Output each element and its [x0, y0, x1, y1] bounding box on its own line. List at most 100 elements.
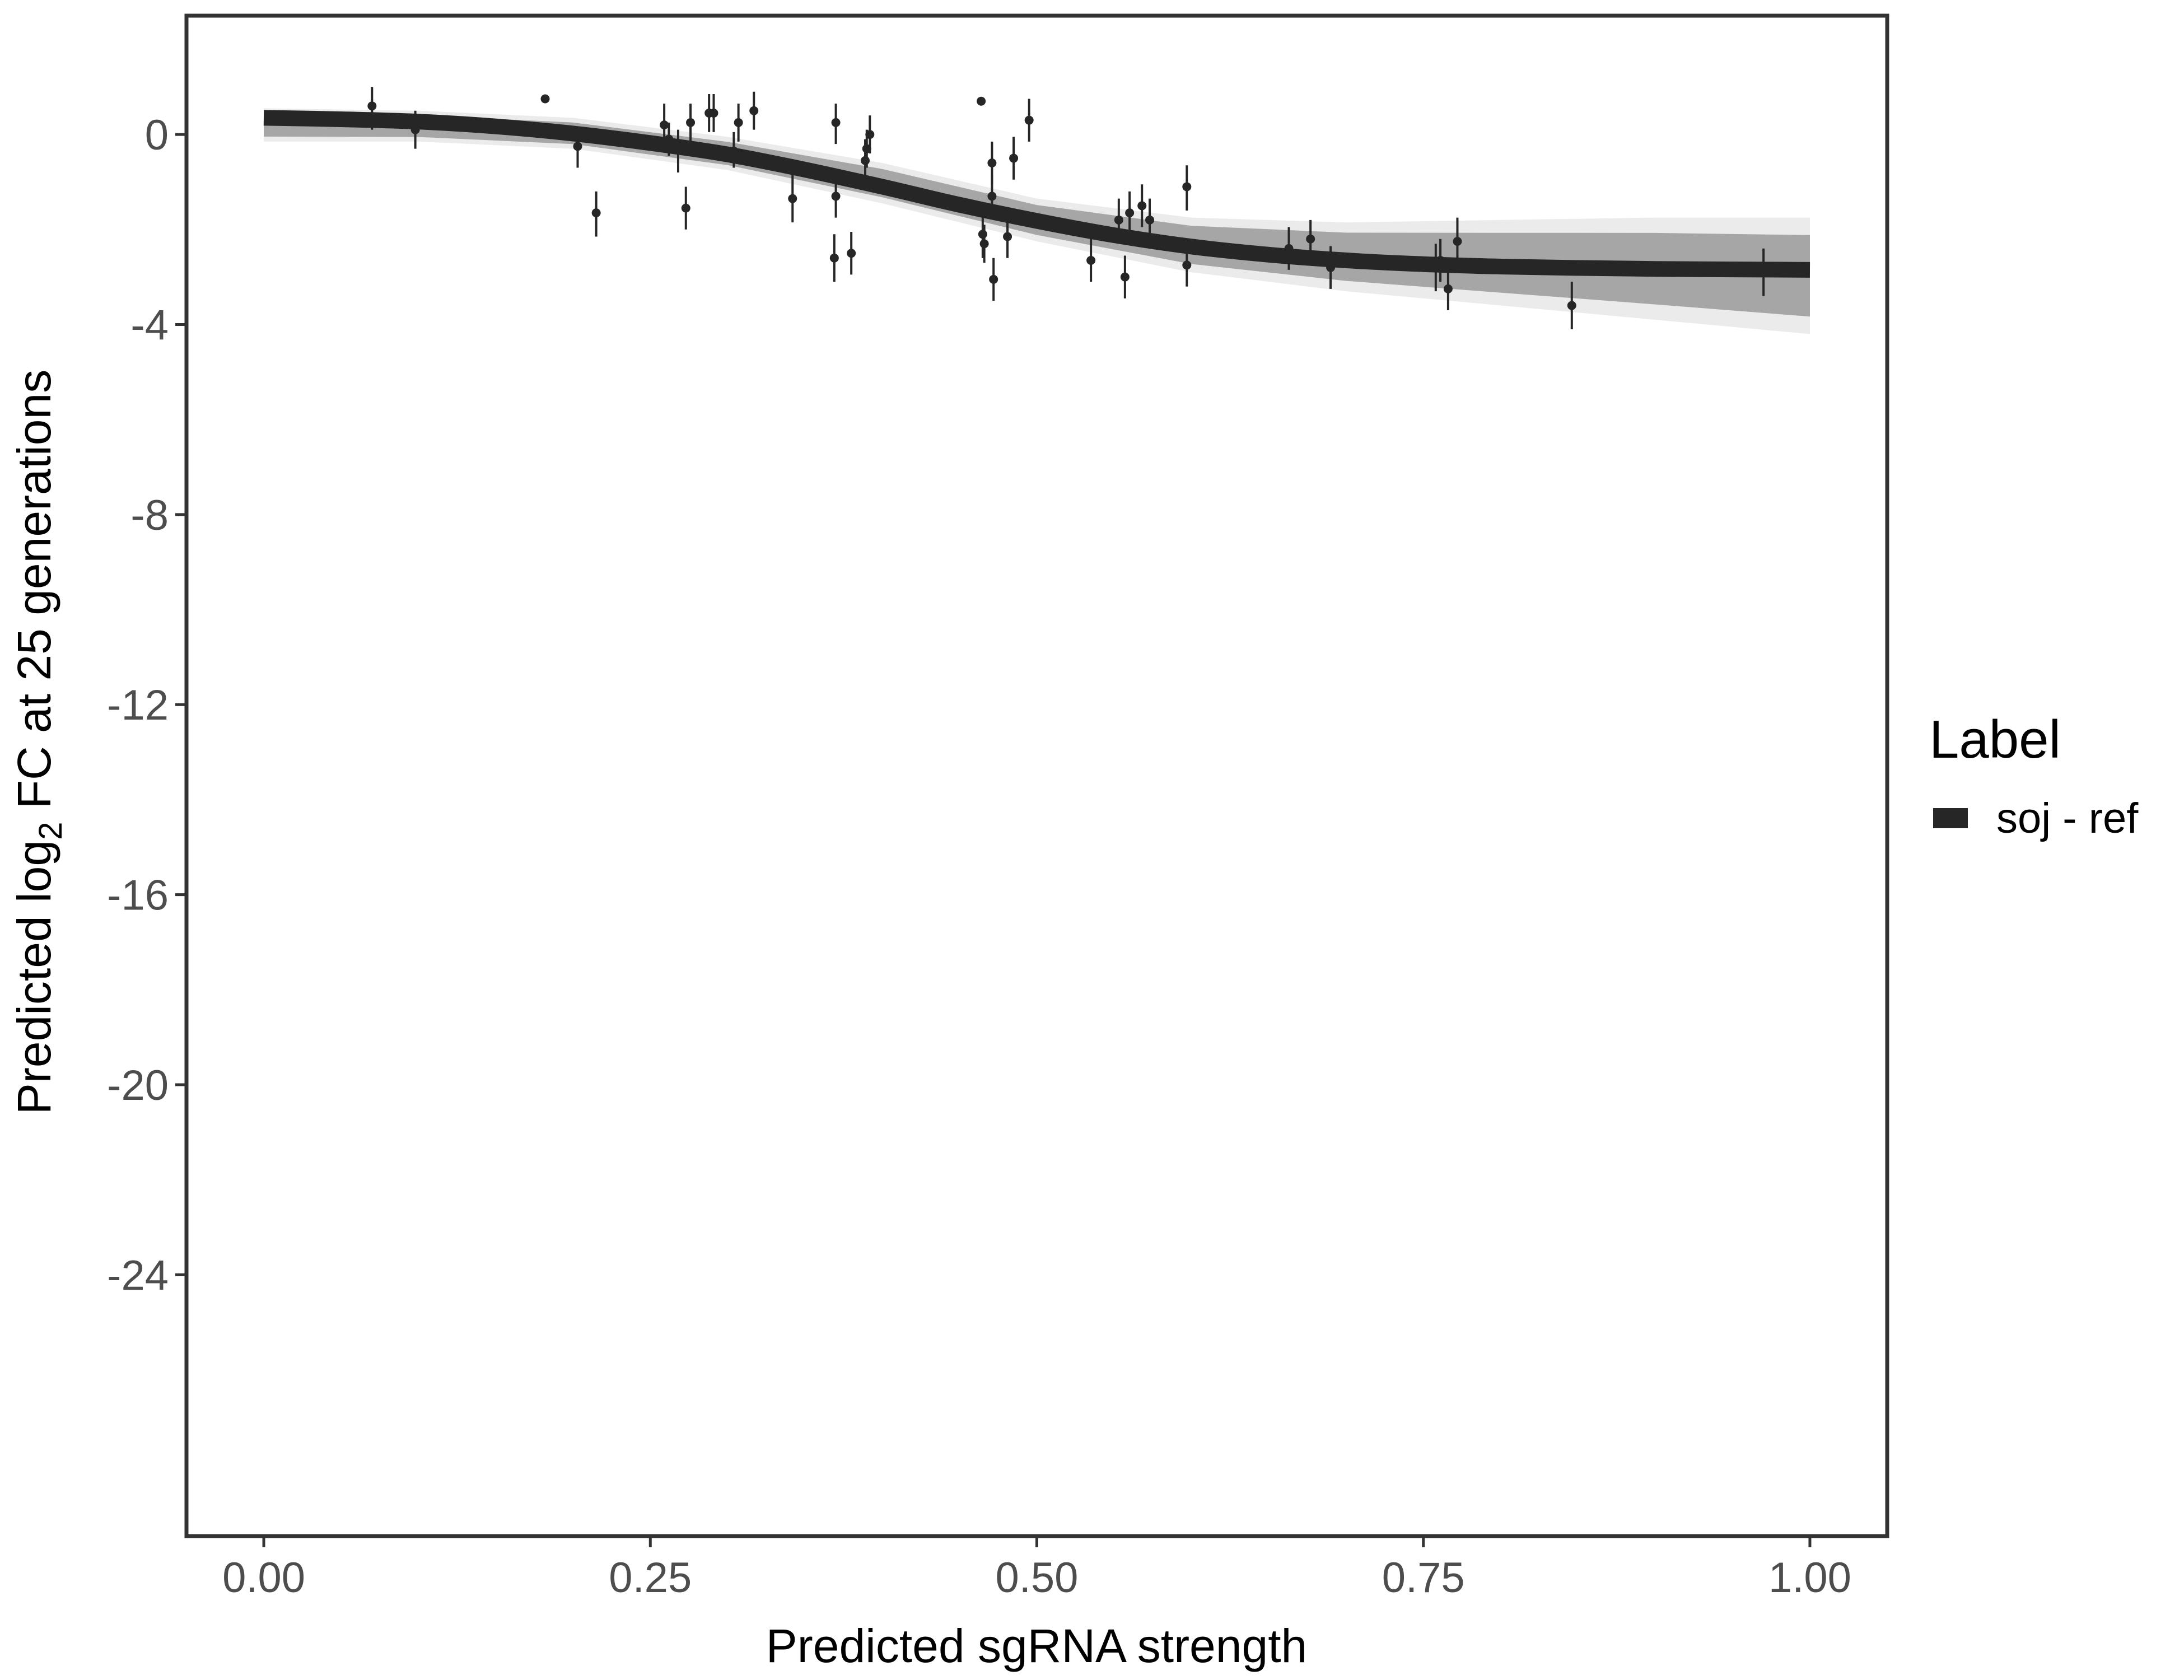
x-tick-label: 0.00	[222, 1554, 305, 1602]
data-point	[831, 103, 841, 144]
data-point	[1759, 248, 1768, 296]
data-point	[1306, 220, 1315, 258]
data-point	[1137, 184, 1147, 227]
y-axis-title-rest: FC at 25 generations	[8, 370, 60, 822]
point-marker	[664, 134, 674, 144]
point-marker	[831, 192, 841, 201]
data-points-layer	[367, 87, 1768, 329]
point-marker	[681, 203, 690, 213]
data-point	[573, 127, 582, 168]
data-point	[977, 96, 986, 106]
point-marker	[573, 142, 582, 151]
x-tick-label: 1.00	[1768, 1554, 1851, 1602]
point-marker	[1003, 232, 1012, 241]
x-tick-label: 0.50	[996, 1554, 1079, 1602]
point-marker	[729, 146, 739, 156]
fit-curve-layer	[263, 110, 1810, 278]
point-marker	[1567, 301, 1576, 310]
data-point	[987, 175, 997, 218]
data-point	[729, 132, 739, 168]
point-marker	[978, 230, 987, 239]
point-marker	[1125, 208, 1135, 218]
point-marker	[1436, 255, 1445, 265]
y-axis-title-main: Predicted log	[8, 840, 60, 1114]
point-marker	[749, 106, 759, 115]
point-marker	[1306, 234, 1315, 244]
y-tick-label: -12	[107, 682, 169, 729]
data-point	[591, 191, 601, 237]
data-point	[1567, 282, 1576, 329]
point-marker	[861, 156, 870, 165]
data-point	[1182, 244, 1192, 287]
point-marker	[829, 253, 839, 263]
point-marker	[865, 130, 875, 139]
y-tick-label: -8	[130, 492, 169, 539]
data-point	[1086, 239, 1096, 282]
point-marker	[1120, 272, 1130, 282]
data-point	[664, 122, 674, 156]
point-marker	[540, 94, 550, 104]
data-point	[1120, 255, 1130, 298]
point-marker	[987, 158, 997, 168]
point-marker	[709, 108, 718, 118]
data-point	[1009, 137, 1019, 180]
fit-curve-soj-ref	[263, 110, 1810, 278]
data-point	[709, 94, 718, 132]
data-point	[979, 225, 989, 263]
point-marker	[831, 118, 841, 127]
point-marker	[1137, 201, 1147, 211]
data-point	[788, 175, 797, 223]
point-marker	[979, 239, 989, 249]
data-point	[410, 110, 420, 149]
data-point	[1024, 99, 1034, 142]
point-marker	[1086, 255, 1096, 265]
data-point	[1436, 239, 1445, 282]
point-marker	[1114, 215, 1123, 225]
data-point	[1114, 198, 1123, 242]
data-point	[1431, 244, 1440, 292]
point-marker	[591, 208, 601, 218]
point-marker	[734, 118, 743, 127]
legend: Label soj - ref	[1929, 710, 2139, 842]
point-marker	[686, 118, 696, 127]
data-point	[1003, 215, 1012, 258]
point-marker	[847, 249, 856, 258]
legend-key-soj-ref	[1933, 808, 1968, 828]
point-marker	[1759, 268, 1768, 277]
y-axis-title-subscript: 2	[32, 822, 69, 840]
data-point	[831, 175, 841, 218]
data-point	[660, 103, 669, 144]
y-tick-label: 0	[145, 111, 169, 159]
point-marker	[987, 192, 997, 201]
y-tick-label: -16	[107, 872, 169, 920]
data-point	[1182, 165, 1192, 211]
x-axis-title: Predicted sgRNA strength	[766, 1620, 1308, 1672]
point-marker	[1284, 244, 1294, 253]
data-point	[686, 103, 696, 144]
y-axis-title: Predicted log2 FC at 25 generations	[8, 370, 69, 1114]
data-point	[1453, 217, 1462, 263]
data-point	[1443, 267, 1453, 311]
x-axis: 0.00 0.25 0.50 0.75 1.00	[222, 1536, 1851, 1602]
point-marker	[1182, 182, 1192, 192]
data-point	[673, 129, 683, 172]
point-marker	[660, 120, 669, 130]
data-point	[734, 103, 743, 142]
data-point	[1125, 191, 1135, 235]
data-point	[1326, 246, 1336, 289]
point-marker	[977, 96, 986, 106]
point-marker	[788, 194, 797, 203]
point-marker	[1431, 263, 1440, 272]
point-marker	[1024, 115, 1034, 125]
data-point	[681, 186, 690, 230]
data-point	[367, 87, 377, 130]
point-marker	[1182, 260, 1192, 270]
point-marker	[673, 144, 683, 153]
data-point	[1145, 198, 1155, 242]
y-tick-label: -20	[107, 1062, 169, 1109]
y-tick-label: -24	[107, 1252, 169, 1299]
y-axis: 0 -4 -8 -12 -16 -20 -24	[107, 111, 186, 1299]
x-tick-label: 0.75	[1382, 1554, 1465, 1602]
legend-title: Label	[1929, 710, 2061, 769]
